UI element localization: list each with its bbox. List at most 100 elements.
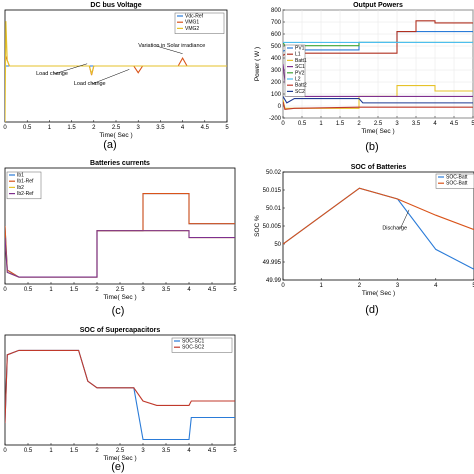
- x-tick-label: 0: [3, 125, 7, 131]
- x-tick-label: 4: [181, 125, 185, 131]
- x-tick-label: 0: [3, 287, 7, 293]
- x-axis-label: Time( Sec ): [361, 128, 394, 135]
- chart-panel-e: SOC of Supercapacitors 0 0.5 1 1.5 2 2.5 3 3.5 4 4…: [3, 327, 237, 473]
- annotation-arrow: [400, 209, 410, 229]
- x-tick-label: 1: [49, 287, 53, 293]
- legend-box: [284, 44, 306, 97]
- x-tick-label: 1: [319, 121, 323, 127]
- legend-entry: L2: [295, 77, 301, 83]
- legend-entry: Batt1: [295, 58, 307, 64]
- legend-entry: PV2: [295, 70, 305, 76]
- series-line-vmg2: [5, 21, 227, 122]
- annotation-arrow: [54, 63, 88, 75]
- legend-box: [171, 337, 233, 353]
- chart-panel-a: DC bus Voltage 0 0.5 1 1.5 2 2.5 3 3.5 4 4.5 5 Time(…: [3, 2, 229, 151]
- x-tick-label: 5: [225, 125, 229, 131]
- y-tick-label: 700: [271, 20, 282, 26]
- chart-title: DC bus Voltage: [90, 2, 141, 9]
- legend-entry: SOC-SC1: [182, 339, 204, 345]
- x-tick-label: 3: [141, 287, 145, 293]
- legend-entry: Ib1: [17, 173, 24, 179]
- x-tick-label: 3.5: [156, 125, 165, 131]
- x-tick-label: 2.5: [116, 287, 125, 293]
- x-tick-label: 1.5: [336, 121, 345, 127]
- x-tick-label: 1.5: [70, 287, 79, 293]
- x-tick-label: 4.5: [208, 448, 217, 454]
- legend-entry: PV1: [295, 46, 305, 52]
- legend-entry: L1: [295, 52, 301, 58]
- series-line-ib2-ref: [5, 230, 235, 278]
- annotation-label: Discharge: [382, 226, 407, 232]
- legend-entry: Ib1-Ref: [17, 179, 34, 185]
- legend-entry: Ib2: [17, 185, 24, 191]
- legend-entry: VMG2: [185, 26, 199, 32]
- x-axis-label: Time( Sec ): [99, 132, 132, 139]
- x-axis-label: Time( Sec ): [103, 455, 136, 462]
- x-tick-label: 0: [281, 283, 285, 289]
- x-tick-label: 3: [137, 125, 141, 131]
- y-tick-label: 200: [271, 80, 282, 86]
- annotation-label: Variation in Solar irradiance: [138, 43, 205, 49]
- chart-title: Output Powers: [353, 2, 403, 9]
- x-tick-label: 2.5: [112, 125, 121, 131]
- x-tick-label: 0.5: [24, 448, 33, 454]
- annotation-arrow: [156, 45, 183, 54]
- legend-entry: Ib2-Ref: [17, 191, 34, 197]
- legend-entry: SC2: [295, 89, 305, 95]
- panel-label: (d): [365, 304, 378, 316]
- legend-entry: Vdc-Ref: [185, 14, 204, 20]
- y-tick-label: 50.005: [263, 224, 282, 230]
- x-tick-label: 3: [141, 448, 145, 454]
- y-tick-label: 800: [271, 8, 282, 14]
- y-tick-label: 500: [271, 44, 282, 50]
- series-line-soc-batt: [283, 187, 474, 245]
- chart-panel-c: Batteries currents 0 0.5 1 1.5 2 2.5 3 3.5 4 4.5 5 T…: [3, 160, 237, 317]
- plot-area: [282, 171, 474, 281]
- panel-label: (b): [365, 141, 378, 153]
- annotation-label: Load change: [74, 81, 106, 87]
- y-tick-label: 49.995: [263, 260, 282, 266]
- annotation-arrow: [91, 69, 130, 85]
- x-tick-label: 1: [320, 283, 324, 289]
- plot-area: [4, 334, 236, 446]
- x-tick-label: 3: [396, 283, 400, 289]
- panel-label: (a): [103, 139, 116, 151]
- chart-panel-d: SOC of Batteries 0 1 2 3 4 5 49.99 49.995 50 50.00…: [254, 164, 474, 316]
- annotation-label: Load change: [36, 71, 68, 77]
- y-tick-label: 50: [274, 242, 281, 248]
- x-axis-label: Time( Sec ): [362, 290, 395, 297]
- x-tick-label: 4: [433, 121, 437, 127]
- x-tick-label: 3.5: [162, 287, 171, 293]
- x-tick-label: 4: [434, 283, 438, 289]
- x-tick-label: 2.5: [116, 448, 125, 454]
- legend-entry: Batt2: [295, 83, 307, 89]
- x-tick-label: 0.5: [23, 125, 32, 131]
- x-tick-label: 5: [233, 448, 237, 454]
- legend-box: [435, 173, 474, 189]
- y-tick-label: 49.99: [266, 278, 282, 284]
- chart-title: SOC of Supercapacitors: [80, 327, 161, 334]
- x-tick-label: 1.5: [70, 448, 79, 454]
- x-tick-label: 5: [471, 121, 474, 127]
- series-line-l1: [283, 20, 473, 56]
- x-tick-label: 0.5: [24, 287, 33, 293]
- x-tick-label: 4.5: [201, 125, 210, 131]
- series-line-sc2: [283, 96, 473, 104]
- plot-area: [4, 167, 236, 285]
- x-tick-label: 2.5: [374, 121, 383, 127]
- y-tick-label: 0: [278, 104, 282, 110]
- x-tick-label: 2: [358, 283, 362, 289]
- legend-box: [174, 12, 225, 34]
- x-tick-label: 0.5: [298, 121, 307, 127]
- x-tick-label: 2: [92, 125, 96, 131]
- legend-entry: VMG1: [185, 20, 199, 26]
- panel-label: (e): [111, 461, 124, 473]
- legend-entry: SOC-Batt: [446, 181, 468, 187]
- y-tick-label: 300: [271, 68, 282, 74]
- panel-label: (c): [112, 305, 125, 317]
- x-tick-label: 4.5: [208, 287, 217, 293]
- x-tick-label: 5: [233, 287, 237, 293]
- x-tick-label: 1: [49, 448, 53, 454]
